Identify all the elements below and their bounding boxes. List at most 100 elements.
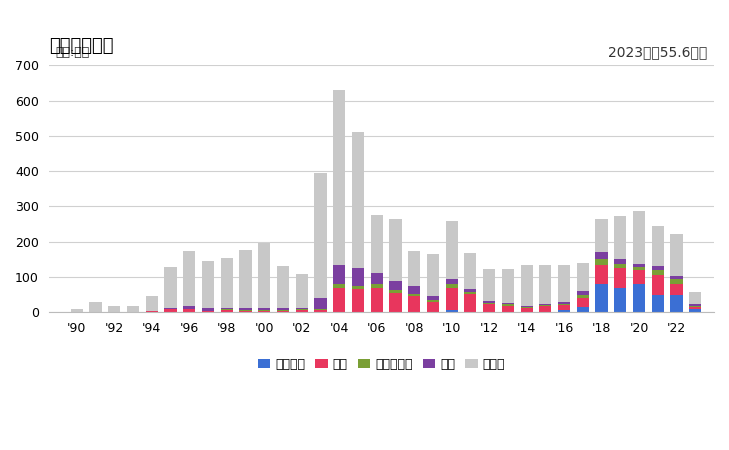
- Bar: [408, 287, 420, 293]
- Bar: [277, 310, 289, 311]
- Bar: [146, 311, 158, 312]
- Bar: [239, 311, 252, 312]
- Bar: [445, 284, 458, 288]
- Bar: [615, 259, 626, 264]
- Bar: [483, 305, 495, 311]
- Bar: [652, 266, 664, 270]
- Bar: [426, 302, 439, 312]
- Bar: [502, 305, 514, 306]
- Bar: [277, 308, 289, 310]
- Bar: [671, 295, 682, 312]
- Bar: [689, 306, 701, 310]
- Bar: [502, 303, 514, 305]
- Bar: [258, 311, 270, 312]
- Bar: [671, 276, 682, 279]
- Bar: [521, 307, 533, 308]
- Bar: [426, 300, 439, 302]
- Bar: [389, 290, 402, 293]
- Bar: [239, 308, 252, 310]
- Bar: [615, 264, 626, 268]
- Bar: [502, 311, 514, 312]
- Bar: [652, 226, 664, 266]
- Bar: [314, 173, 327, 298]
- Bar: [165, 310, 176, 312]
- Bar: [296, 274, 308, 308]
- Bar: [333, 265, 346, 284]
- Bar: [370, 215, 383, 274]
- Bar: [633, 267, 645, 270]
- Bar: [652, 275, 664, 295]
- Bar: [689, 310, 701, 312]
- Bar: [652, 295, 664, 312]
- Bar: [277, 266, 289, 308]
- Bar: [445, 220, 458, 279]
- Legend: ベトナム, 中国, フィリピン, 香港, その他: ベトナム, 中国, フィリピン, 香港, その他: [253, 353, 510, 376]
- Bar: [689, 292, 701, 304]
- Bar: [596, 252, 608, 259]
- Bar: [502, 269, 514, 303]
- Bar: [127, 306, 139, 312]
- Bar: [108, 306, 120, 312]
- Bar: [652, 270, 664, 275]
- Bar: [596, 265, 608, 284]
- Bar: [502, 306, 514, 311]
- Bar: [202, 261, 214, 308]
- Bar: [408, 251, 420, 287]
- Bar: [314, 309, 327, 310]
- Bar: [314, 298, 327, 309]
- Bar: [183, 306, 195, 310]
- Bar: [596, 219, 608, 252]
- Bar: [539, 311, 551, 312]
- Bar: [202, 308, 214, 311]
- Bar: [521, 311, 533, 312]
- Bar: [464, 292, 477, 294]
- Bar: [370, 274, 383, 284]
- Text: 単位:トン: 単位:トン: [55, 45, 90, 58]
- Bar: [71, 309, 83, 312]
- Bar: [539, 305, 551, 306]
- Bar: [671, 234, 682, 276]
- Bar: [202, 311, 214, 312]
- Bar: [389, 293, 402, 312]
- Bar: [671, 284, 682, 295]
- Bar: [352, 286, 364, 289]
- Bar: [221, 258, 233, 308]
- Bar: [370, 284, 383, 288]
- Bar: [426, 254, 439, 297]
- Text: 輸出量の推移: 輸出量の推移: [49, 37, 113, 55]
- Bar: [183, 251, 195, 306]
- Bar: [370, 288, 383, 312]
- Bar: [258, 243, 270, 308]
- Bar: [521, 266, 533, 306]
- Bar: [464, 294, 477, 311]
- Bar: [333, 284, 346, 288]
- Bar: [521, 308, 533, 311]
- Bar: [596, 284, 608, 312]
- Bar: [615, 268, 626, 288]
- Bar: [221, 308, 233, 310]
- Bar: [464, 253, 477, 288]
- Bar: [558, 302, 570, 304]
- Bar: [558, 266, 570, 302]
- Bar: [633, 264, 645, 267]
- Bar: [258, 308, 270, 310]
- Text: 2023年：55.6トン: 2023年：55.6トン: [608, 45, 707, 60]
- Bar: [558, 304, 570, 305]
- Bar: [277, 311, 289, 312]
- Bar: [165, 308, 176, 310]
- Bar: [464, 288, 477, 292]
- Bar: [445, 310, 458, 312]
- Bar: [483, 269, 495, 301]
- Bar: [483, 311, 495, 312]
- Bar: [596, 259, 608, 265]
- Bar: [521, 306, 533, 307]
- Bar: [539, 306, 551, 311]
- Bar: [333, 288, 346, 312]
- Bar: [408, 293, 420, 297]
- Bar: [633, 284, 645, 312]
- Bar: [577, 307, 589, 312]
- Bar: [577, 291, 589, 295]
- Bar: [539, 266, 551, 304]
- Bar: [389, 220, 402, 281]
- Bar: [633, 212, 645, 264]
